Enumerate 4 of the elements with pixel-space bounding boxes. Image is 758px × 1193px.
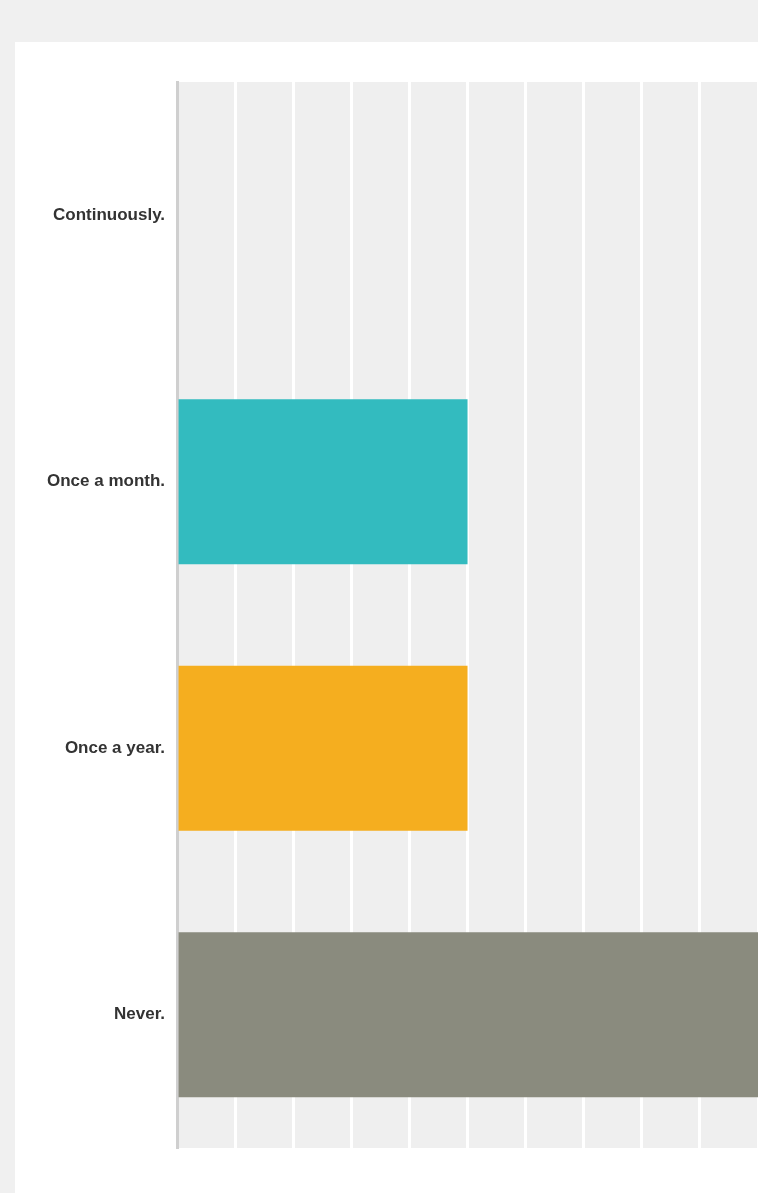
y-tick-label: Never.: [114, 1004, 166, 1024]
y-tick-label: Continuously.: [53, 204, 166, 224]
y-tick-label: Once a year.: [64, 737, 166, 757]
y-tick-label: Once a month.: [46, 471, 166, 491]
